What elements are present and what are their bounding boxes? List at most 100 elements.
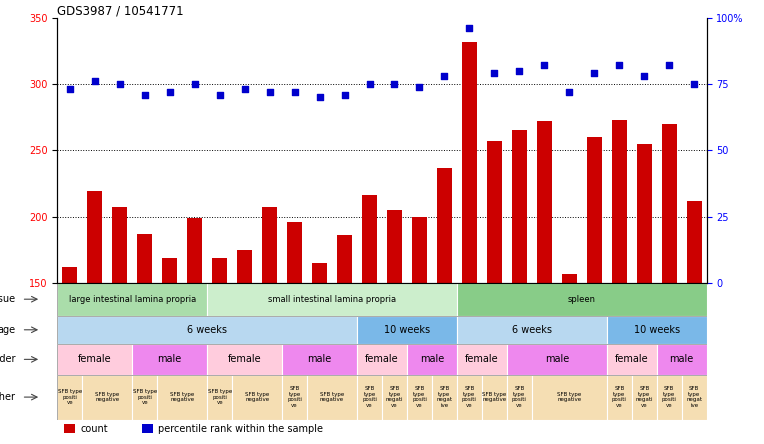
Text: SFB type
negative: SFB type negative	[557, 392, 581, 403]
Point	[338, 91, 351, 98]
Text: 10 weeks: 10 weeks	[633, 325, 680, 335]
Point	[189, 80, 201, 87]
Bar	[57, 316, 357, 344]
Text: count: count	[80, 424, 108, 434]
Text: female: female	[615, 354, 649, 365]
Bar	[307, 375, 357, 420]
Bar	[357, 344, 407, 375]
Bar	[562, 274, 577, 283]
Bar	[462, 42, 477, 283]
Text: small intestinal lamina propria: small intestinal lamina propria	[268, 295, 396, 304]
Bar	[407, 344, 457, 375]
Text: SFB type
negative: SFB type negative	[482, 392, 507, 403]
Point	[613, 62, 626, 69]
Bar	[657, 344, 707, 375]
Y-axis label: other: other	[0, 392, 15, 402]
Bar	[63, 267, 77, 283]
Bar	[487, 141, 502, 283]
Bar	[437, 167, 452, 283]
Bar	[142, 424, 154, 433]
Bar	[207, 283, 457, 316]
Point	[513, 67, 526, 74]
Point	[214, 91, 226, 98]
Bar	[57, 344, 132, 375]
Bar	[612, 120, 626, 283]
Bar	[457, 375, 482, 420]
Text: percentile rank within the sample: percentile rank within the sample	[158, 424, 323, 434]
Bar	[382, 375, 407, 420]
Bar	[357, 316, 457, 344]
Bar	[162, 258, 177, 283]
Point	[114, 80, 126, 87]
Point	[488, 70, 500, 77]
Bar	[512, 131, 527, 283]
Text: SFB
type
positi
ve: SFB type positi ve	[512, 386, 527, 408]
Text: SFB type
positi
ve: SFB type positi ve	[57, 389, 82, 405]
Bar	[457, 344, 507, 375]
Text: SFB
type
positi
ve: SFB type positi ve	[412, 386, 427, 408]
Point	[463, 25, 475, 32]
Bar	[662, 124, 677, 283]
Bar	[507, 375, 532, 420]
Text: SFB
type
negati
ve: SFB type negati ve	[636, 386, 653, 408]
Point	[313, 94, 325, 101]
Bar	[532, 375, 607, 420]
Text: SFB type
positi
ve: SFB type positi ve	[133, 389, 157, 405]
Bar	[132, 344, 207, 375]
Bar	[132, 375, 157, 420]
Bar	[507, 344, 607, 375]
Text: SFB
type
positi
ve: SFB type positi ve	[612, 386, 626, 408]
Text: SFB
type
negati
ve: SFB type negati ve	[386, 386, 403, 408]
Point	[138, 91, 151, 98]
Bar	[537, 121, 552, 283]
Text: SFB
type
positi
ve: SFB type positi ve	[287, 386, 302, 408]
Bar	[207, 344, 282, 375]
Bar	[282, 375, 307, 420]
Text: SFB
type
positi
ve: SFB type positi ve	[462, 386, 477, 408]
Bar	[237, 250, 252, 283]
Text: SFB type
negative: SFB type negative	[320, 392, 344, 403]
Bar	[157, 375, 207, 420]
Bar	[681, 375, 707, 420]
Text: SFB type
negative: SFB type negative	[170, 392, 194, 403]
Text: 6 weeks: 6 weeks	[187, 325, 227, 335]
Text: GDS3987 / 10541771: GDS3987 / 10541771	[57, 5, 184, 18]
Point	[89, 78, 101, 85]
Point	[413, 83, 426, 90]
Text: SFB
type
negat
ive: SFB type negat ive	[686, 386, 702, 408]
Bar	[632, 375, 657, 420]
Text: spleen: spleen	[568, 295, 596, 304]
Bar	[112, 207, 128, 283]
Point	[238, 86, 251, 93]
Bar	[312, 263, 327, 283]
Bar	[587, 137, 602, 283]
Y-axis label: age: age	[0, 325, 15, 335]
Text: male: male	[157, 354, 182, 365]
Bar	[57, 375, 83, 420]
Text: SFB type
negative: SFB type negative	[96, 392, 119, 403]
Bar	[482, 375, 507, 420]
Bar	[407, 375, 432, 420]
Text: female: female	[365, 354, 399, 365]
Text: SFB
type
negat
ive: SFB type negat ive	[436, 386, 452, 408]
Bar	[87, 191, 102, 283]
Text: female: female	[465, 354, 499, 365]
Point	[264, 88, 276, 95]
Bar	[287, 222, 302, 283]
Bar	[457, 283, 707, 316]
Text: 6 weeks: 6 weeks	[512, 325, 552, 335]
Text: SFB
type
positi
ve: SFB type positi ve	[662, 386, 677, 408]
Y-axis label: gender: gender	[0, 354, 15, 365]
Bar	[64, 424, 76, 433]
Text: male: male	[545, 354, 569, 365]
Bar	[187, 218, 202, 283]
Point	[439, 72, 451, 79]
Bar	[337, 235, 352, 283]
Bar	[262, 207, 277, 283]
Point	[688, 80, 701, 87]
Bar	[607, 316, 707, 344]
Point	[638, 72, 650, 79]
Text: male: male	[669, 354, 694, 365]
Text: male: male	[307, 354, 332, 365]
Bar	[357, 375, 382, 420]
